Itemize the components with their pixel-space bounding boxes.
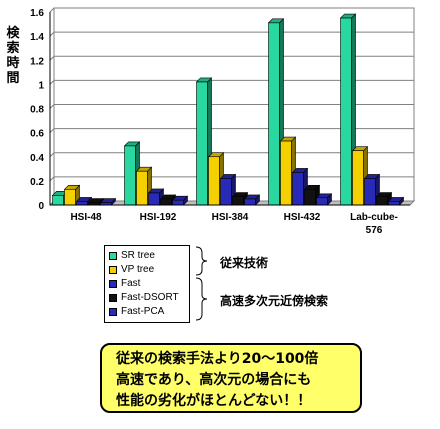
gridline-depth [49, 7, 55, 13]
bar-front [352, 150, 364, 206]
bar-HSI-48-Fast-PCA [99, 197, 117, 206]
bar-front [316, 197, 328, 206]
legend-brackets [195, 246, 208, 321]
bar-front [64, 189, 76, 206]
bar-front [388, 201, 400, 206]
legend-swatch-fast-dsort [109, 294, 117, 302]
bar-front [52, 195, 64, 206]
bar-Lab-cube-576-Fast-PCA [387, 196, 405, 206]
bar-front [244, 198, 256, 206]
legend-swatch-sr-tree [109, 252, 117, 260]
y-tick-label: 0.2 [30, 177, 44, 188]
y-tick-label: 1.4 [30, 32, 44, 43]
bar-front [292, 172, 304, 206]
bar-front [172, 199, 184, 206]
bar-front [340, 17, 352, 206]
gridline-depth [49, 80, 55, 85]
bar-front [268, 22, 280, 206]
y-axis-title: 検索時間 [6, 26, 20, 86]
legend-label-fast-dsort: Fast-DSORT [121, 292, 179, 303]
legend-label-fast-pca: Fast-PCA [121, 306, 165, 317]
legend-label-sr-tree: SR tree [121, 250, 155, 261]
gridline-depth [49, 152, 55, 158]
gridline-depth [49, 31, 55, 37]
bars-layer [51, 13, 405, 206]
x-tick-label-cont: 576 [366, 225, 383, 236]
gridline-depth [49, 128, 55, 133]
bar-HSI-432-Fast-PCA [315, 193, 333, 206]
legend-item-sr-tree: SR tree [105, 249, 189, 263]
x-tick-label: HSI-432 [284, 212, 321, 223]
legend-group-conventional: 従来技術 [220, 256, 269, 270]
y-tick-label: 0.6 [30, 129, 44, 140]
legend-item-fast-dsort: Fast-DSORT [105, 291, 189, 305]
bar-HSI-192-Fast-PCA [171, 195, 189, 206]
bracket-conventional [195, 246, 208, 276]
y-tick-label: 0.8 [30, 105, 44, 116]
bar-front [376, 196, 388, 206]
legend-item-vp-tree: VP tree [105, 263, 189, 277]
bar-front [76, 201, 88, 206]
legend-swatch-fast-pca [109, 308, 117, 316]
gridline-depth [49, 55, 55, 61]
y-tick-label: 0 [38, 201, 44, 212]
legend-label-vp-tree: VP tree [121, 264, 155, 275]
bar-HSI-432-Fast-DSORT [303, 184, 321, 206]
bar-front [124, 145, 136, 206]
x-tick-label: HSI-192 [140, 212, 177, 223]
legend-swatch-fast [109, 280, 117, 288]
bar-front [160, 198, 172, 206]
legend-label-fast: Fast [121, 278, 141, 289]
y-tick-label: 1.6 [30, 8, 44, 19]
bar-front [304, 189, 316, 206]
bar-front [364, 178, 376, 206]
legend-swatch-vp-tree [109, 266, 117, 274]
y-tick-label: 1.2 [30, 56, 44, 67]
legend-item-fast-pca: Fast-PCA [105, 305, 189, 319]
bar-front [148, 192, 160, 206]
callout-line-1: 従来の検索手法より20～100倍 [116, 351, 319, 367]
x-tick-label: HSI-384 [212, 212, 249, 223]
bar-chart: 0 0.2 0.4 0.6 0.8 1 1.2 1.4 1.6 HSI-48 HSI-192 HSI-… [30, 7, 416, 236]
gridline-depth [49, 176, 55, 182]
bar-front [136, 170, 148, 206]
bar-front [220, 178, 232, 206]
bar-front [208, 156, 220, 206]
bracket-fast [195, 277, 208, 321]
x-tick-label: Lab-cube- [350, 212, 398, 223]
legend: SR tree VP tree Fast Fast-DSORT Fast-PCA [104, 245, 190, 323]
y-tick-label: 0.4 [30, 153, 44, 164]
bar-HSI-384-Fast-PCA [243, 194, 261, 206]
axis-layer: 0 0.2 0.4 0.6 0.8 1 1.2 1.4 1.6 HSI-48 HSI-192 HSI-… [30, 8, 410, 236]
x-tick-label: HSI-48 [70, 212, 102, 223]
bar-front [280, 140, 292, 206]
bar-front [196, 81, 208, 206]
gridline-depth [49, 104, 55, 109]
callout-line-2: 高速であり、高次元の場合にも [116, 372, 312, 388]
callout-line-3: 性能の劣化がほとんどない！！ [116, 393, 312, 409]
callout-box: 従来の検索手法より20～100倍 高速であり、高次元の場合にも 性能の劣化がほと… [100, 343, 362, 413]
legend-item-fast: Fast [105, 277, 189, 291]
bar-front [232, 196, 244, 206]
y-tick-label: 1 [38, 80, 44, 91]
legend-group-fast-search: 高速多次元近傍検索 [220, 294, 329, 308]
